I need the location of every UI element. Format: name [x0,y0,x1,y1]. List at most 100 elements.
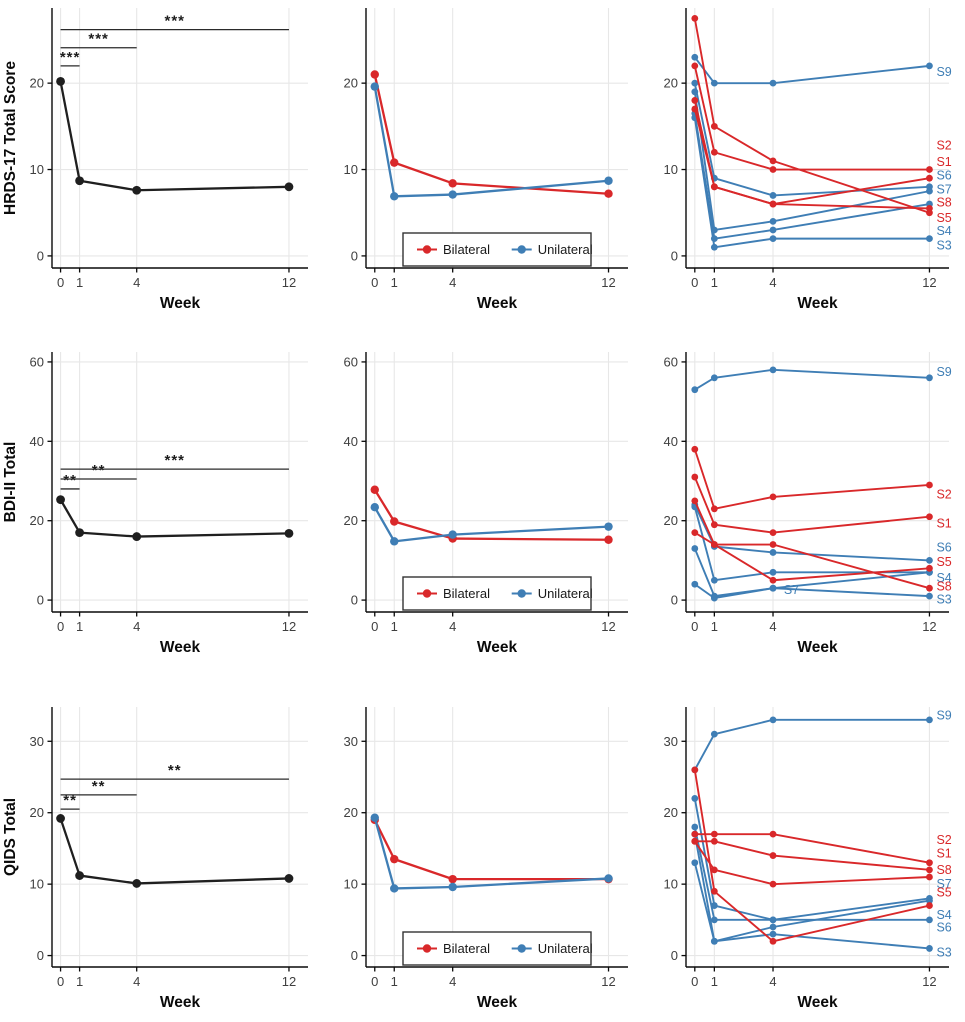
y-tick-label: 0 [351,248,358,263]
x-tick-label: 4 [449,619,456,634]
data-point [769,192,777,199]
x-tick-label: 12 [282,619,296,634]
data-point [604,874,613,883]
data-point [691,766,699,774]
data-point [926,174,933,182]
data-point [926,564,933,572]
data-point [926,204,933,212]
x-axis-title: Week [160,994,201,1011]
data-point [691,545,699,552]
series-line [693,499,931,590]
y-tick-label: 0 [671,248,678,263]
x-tick-label: 4 [133,619,140,634]
data-point [284,529,294,538]
subject-label: S4 [936,224,951,238]
legend-label: Unilateral [538,941,593,956]
data-point [710,374,718,382]
data-point [769,716,777,724]
subject-labels: S3 S4 S6 S7 S9 S1 S2 S5 S8 [784,365,952,606]
series-line [373,506,610,543]
data-point [926,584,933,592]
series-line [693,861,931,950]
legend-key-point [517,589,526,598]
series-line [693,826,931,921]
legend-label: Unilateral [538,242,593,257]
subject-label: S9 [936,709,951,723]
series-line [59,80,291,192]
data-point [691,14,699,22]
y-axis-title: BDI-II Total [2,442,19,523]
data-point [56,495,65,505]
legend: Bilateral Unilateral [402,232,593,267]
subject-label: S2 [936,138,951,152]
subject-label: S2 [936,833,951,847]
data-point [691,837,699,845]
hrds17-mean-panel: *** *** *** 0 10 20 0 1 4 12 Week HRDS-17 Total Sco… [0,0,320,330]
data-point [926,859,933,867]
series-line [693,368,931,391]
x-tick-label: 4 [449,275,456,290]
data-point [710,226,718,234]
data-point [448,882,457,892]
x-axis-title: Week [797,295,838,312]
subject-label: S5 [936,886,951,900]
significance-bars: ******* [60,452,289,490]
series-line [373,73,610,195]
data-point [926,513,933,521]
data-point [769,235,777,243]
series-line [693,768,931,943]
x-tick-label: 1 [711,974,718,989]
x-tick-label: 1 [76,275,83,290]
data-point [691,580,699,588]
sig-label: ** [92,778,106,795]
data-point [926,716,933,724]
legend: Bilateral Unilateral [402,931,593,966]
data-point [769,852,777,859]
y-tick-label: 30 [30,734,44,749]
data-point [769,568,777,576]
subject-label: S7 [936,182,951,196]
data-point [132,185,142,195]
data-point [691,830,699,838]
data-point [710,521,718,529]
x-tick-label: 12 [922,619,936,634]
y-tick-label: 20 [30,513,44,528]
data-point [390,192,399,201]
y-tick-label: 20 [30,805,44,820]
series-line [693,64,931,171]
qids-individual-panel: S3 S4 S6 S7 S9 S1 S2 S5 S8 0 10 20 30 0 1 4 12 Week [640,675,965,1022]
x-tick-label: 12 [282,275,296,290]
data-point [710,937,718,945]
x-tick-label: 4 [449,974,456,989]
series-line [59,817,291,885]
series-line [693,448,931,510]
series-line [693,17,931,214]
subject-label: S3 [936,239,951,253]
series-line [693,56,931,85]
data-point [370,82,379,91]
data-point [710,576,718,584]
series-line [373,818,610,881]
legend-label: Bilateral [443,242,490,257]
data-point [691,859,699,867]
x-tick-label: 0 [57,974,64,989]
data-point [769,880,777,888]
x-tick-label: 1 [391,974,398,989]
series-line [693,531,931,582]
data-point [390,854,399,864]
data-point [390,158,399,167]
subject-label: S2 [936,488,951,502]
series-line [693,797,931,921]
data-point [691,62,699,70]
gridlines [366,8,628,268]
x-tick-label: 0 [371,275,378,290]
legend-key-point [422,589,432,598]
data-point [710,541,718,548]
series [56,77,294,195]
